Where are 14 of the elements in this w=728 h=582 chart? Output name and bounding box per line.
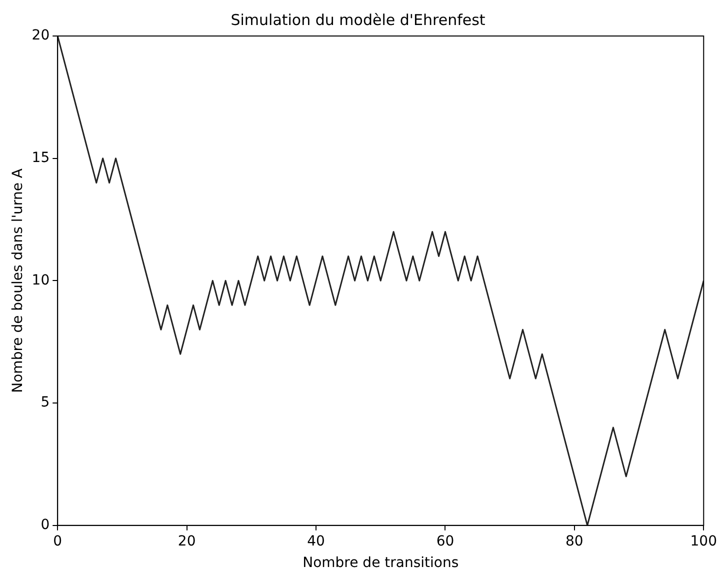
y-tick-label: 10 (32, 272, 50, 288)
y-tick-label: 5 (40, 394, 50, 411)
y-tick-label: 15 (32, 150, 50, 166)
chart-title: Simulation du modèle d'Ehrenfest (230, 10, 486, 29)
x-tick-label: 60 (436, 533, 454, 550)
x-axis-title: Nombre de transitions (302, 555, 459, 572)
x-tick-label: 100 (690, 533, 718, 550)
y-axis-title: Nombre de boules dans l'urne A (10, 168, 26, 393)
y-tick-label: 0 (40, 517, 50, 534)
x-tick-label: 40 (307, 533, 325, 550)
x-tick-label: 20 (178, 533, 196, 550)
y-tick-label: 20 (32, 28, 50, 44)
x-tick-label: 80 (566, 533, 584, 550)
x-tick-label: 0 (53, 533, 62, 550)
